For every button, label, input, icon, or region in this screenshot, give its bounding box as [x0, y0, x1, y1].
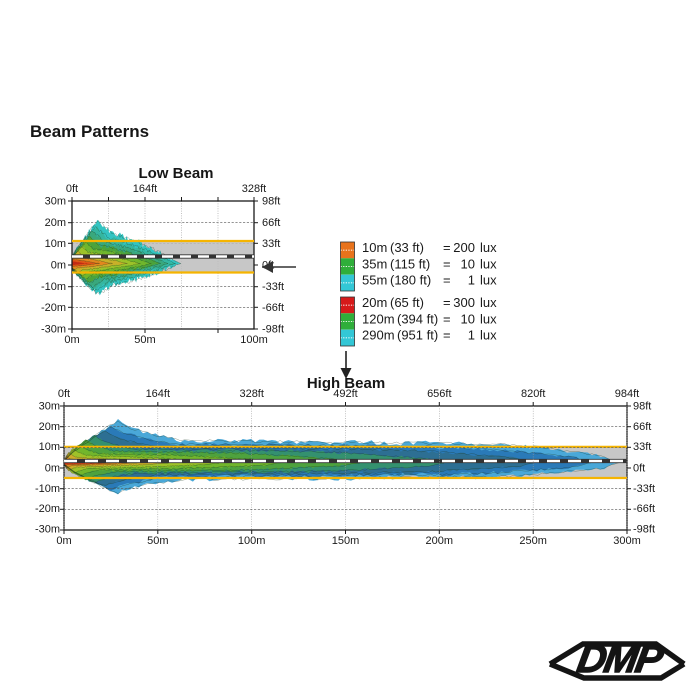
svg-text:164ft: 164ft	[146, 388, 170, 400]
svg-text:0m: 0m	[64, 334, 79, 346]
svg-text:50m: 50m	[147, 535, 168, 547]
svg-text:50m: 50m	[134, 334, 155, 346]
svg-text:150m: 150m	[332, 535, 360, 547]
svg-text:200m: 200m	[426, 535, 454, 547]
svg-text:-10m: -10m	[35, 483, 60, 495]
svg-text:20m: 20m	[45, 217, 66, 229]
svg-text:0m: 0m	[51, 260, 66, 272]
svg-text:Low Beam: Low Beam	[138, 165, 213, 182]
svg-text:98ft: 98ft	[633, 401, 651, 413]
svg-text:-98ft: -98ft	[633, 524, 655, 536]
svg-text:164ft: 164ft	[133, 183, 157, 195]
svg-text:100m: 100m	[238, 535, 266, 547]
svg-text:328ft: 328ft	[239, 388, 263, 400]
svg-text:98ft: 98ft	[262, 196, 280, 208]
svg-text:-33ft: -33ft	[633, 483, 655, 495]
svg-text:656ft: 656ft	[427, 388, 451, 400]
svg-text:0ft: 0ft	[633, 463, 645, 475]
svg-text:66ft: 66ft	[262, 217, 280, 229]
svg-text:820ft: 820ft	[521, 388, 545, 400]
svg-text:-66ft: -66ft	[262, 302, 284, 314]
svg-text:-30m: -30m	[35, 524, 60, 536]
svg-text:984ft: 984ft	[615, 388, 639, 400]
svg-text:30m: 30m	[39, 401, 60, 413]
svg-text:-10m: -10m	[41, 281, 66, 293]
svg-text:33ft: 33ft	[262, 238, 280, 250]
svg-text:0m: 0m	[56, 535, 71, 547]
svg-text:300m: 300m	[613, 535, 641, 547]
svg-text:-20m: -20m	[35, 503, 60, 515]
svg-text:250m: 250m	[519, 535, 547, 547]
svg-text:-20m: -20m	[41, 302, 66, 314]
svg-text:10m: 10m	[39, 441, 60, 453]
svg-text:0ft: 0ft	[66, 183, 78, 195]
svg-text:10m: 10m	[45, 238, 66, 250]
svg-text:20m: 20m	[39, 421, 60, 433]
svg-text:-30m: -30m	[41, 324, 66, 336]
svg-text:30m: 30m	[45, 196, 66, 208]
svg-text:33ft: 33ft	[633, 441, 651, 453]
svg-text:DMP: DMP	[574, 636, 667, 681]
svg-text:0m: 0m	[45, 463, 60, 475]
svg-text:328ft: 328ft	[242, 183, 266, 195]
svg-text:0ft: 0ft	[58, 388, 70, 400]
svg-text:66ft: 66ft	[633, 421, 651, 433]
svg-text:-33ft: -33ft	[262, 281, 284, 293]
svg-text:-66ft: -66ft	[633, 503, 655, 515]
svg-text:100m: 100m	[240, 334, 268, 346]
svg-text:492ft: 492ft	[333, 388, 357, 400]
